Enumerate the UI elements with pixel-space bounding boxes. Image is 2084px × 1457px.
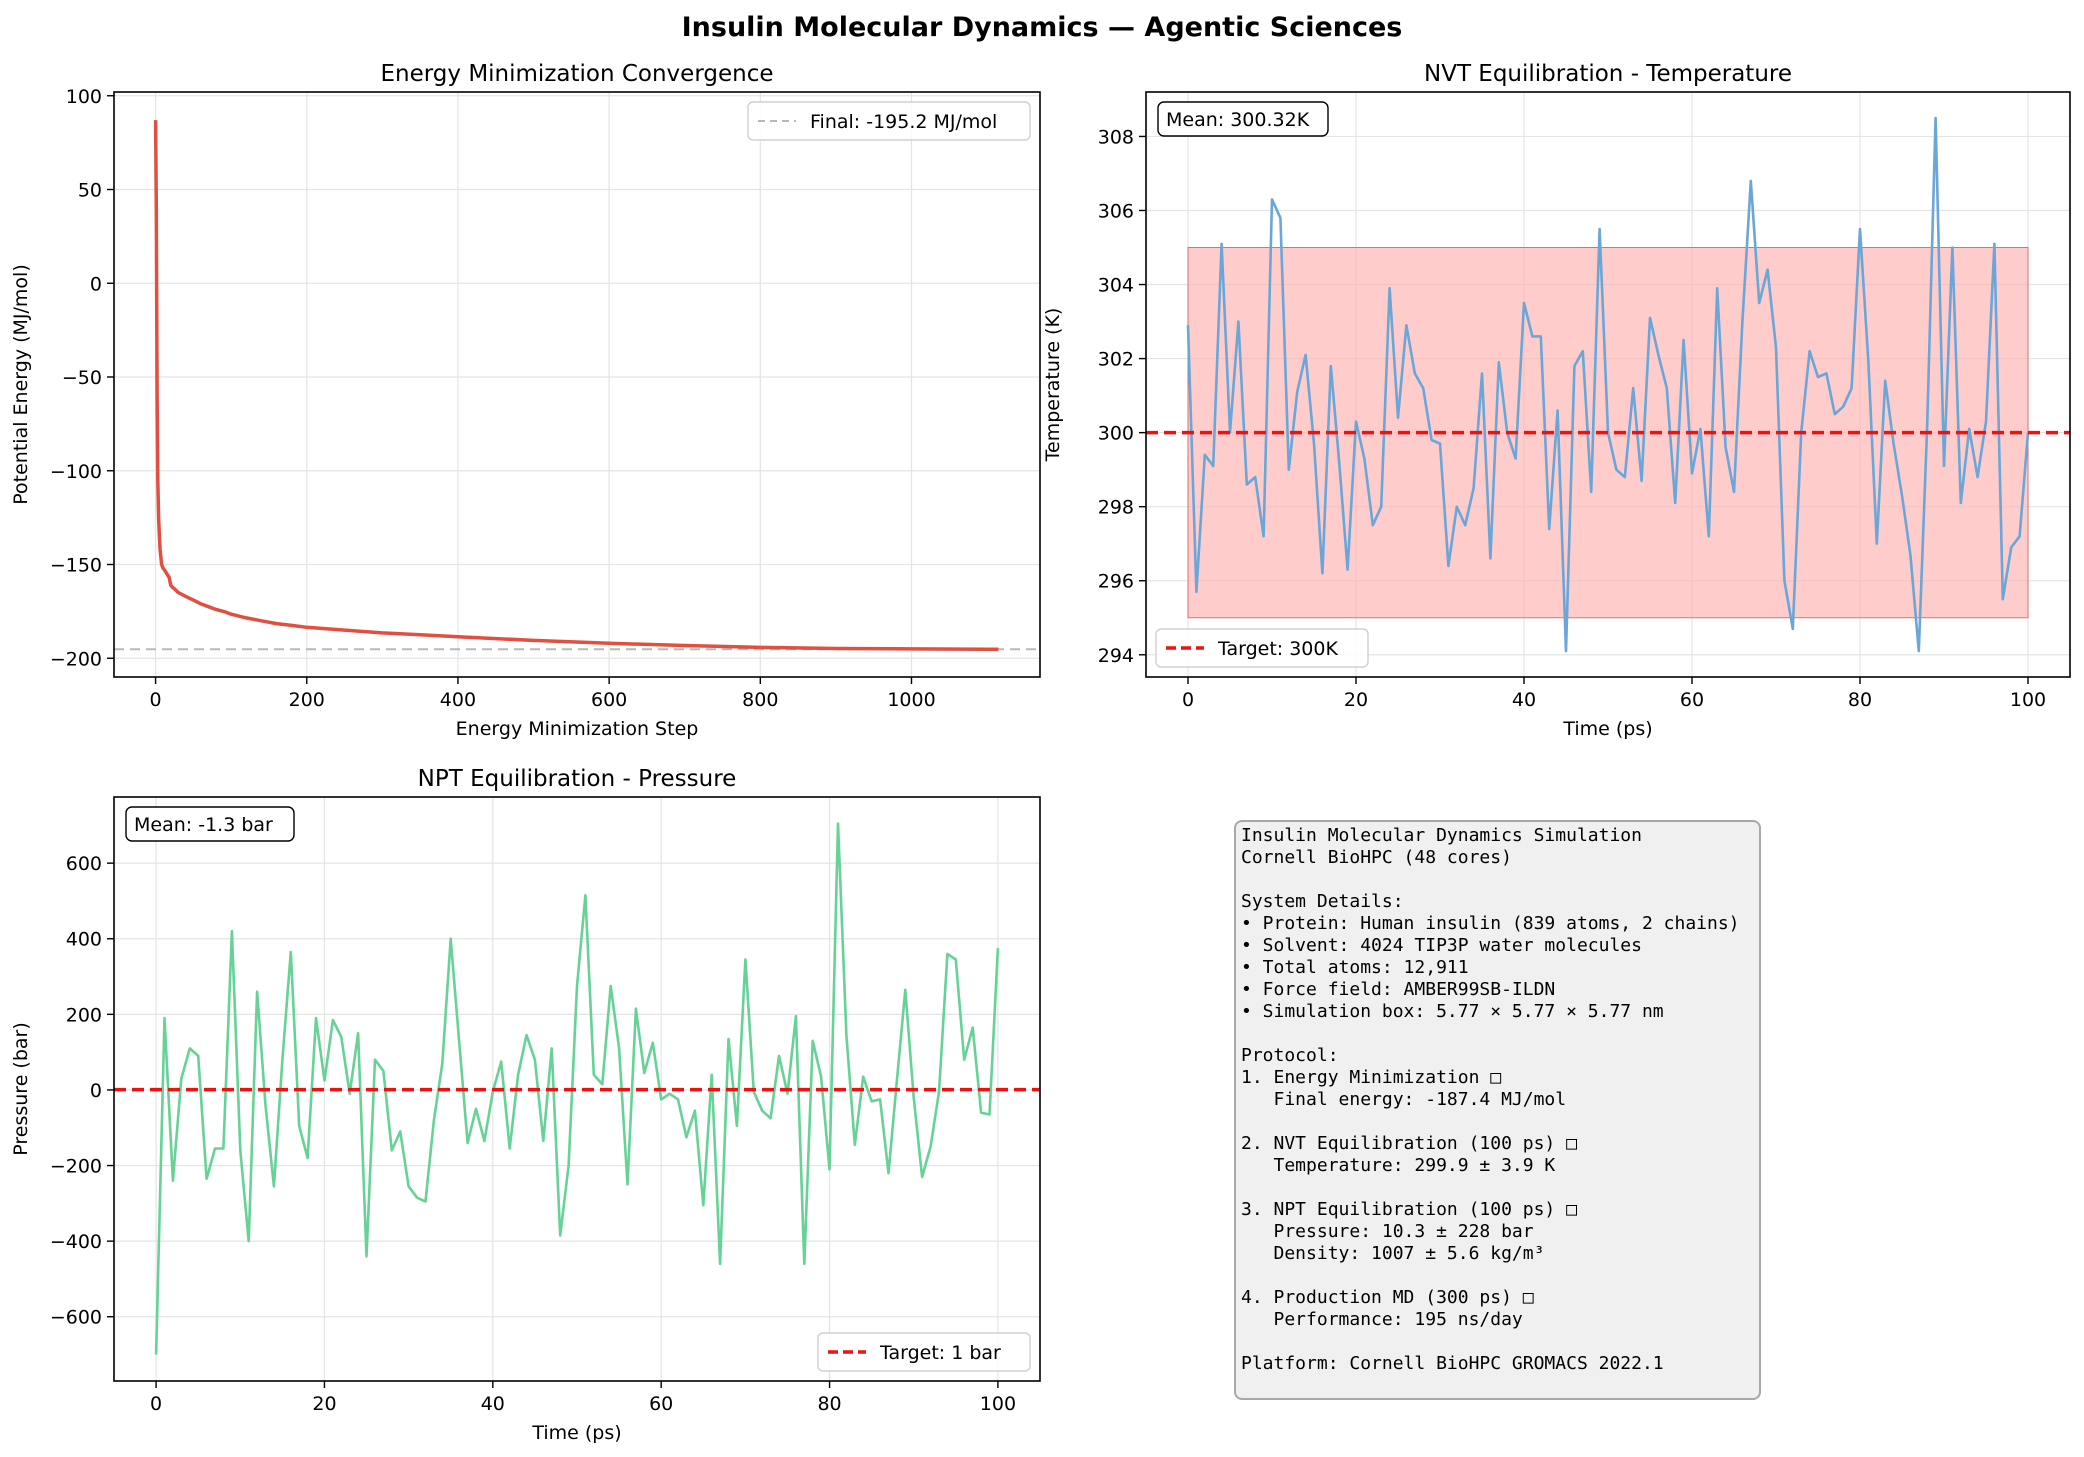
x-tick-label: 400 [440,689,476,711]
summary-line: 1. Energy Minimization □ [1241,1067,1502,1088]
summary-line: 4. Production MD (300 ps) □ [1241,1287,1534,1308]
y-tick-label: −50 [62,367,102,389]
y-tick-label: 0 [90,273,102,295]
x-tick-label: 800 [742,689,778,711]
plot-frame [1145,91,2071,678]
chart-title: Energy Minimization Convergence [380,61,773,87]
y-tick-label: 0 [90,1080,102,1102]
x-axis-label: Time (ps) [531,1422,621,1444]
x-tick-label: 80 [1848,689,1872,711]
y-tick-label: −100 [50,461,102,483]
legend-label: Target: 300K [1217,638,1338,660]
x-tick-label: 0 [150,689,162,711]
x-tick-label: 20 [312,1393,336,1415]
x-tick-label: 1000 [887,689,935,711]
legend-box [747,101,1031,141]
y-tick-label: 304 [1098,275,1134,297]
y-tick-label: 306 [1098,200,1134,222]
summary-line: Pressure: 10.3 ± 228 bar [1241,1221,1534,1242]
y-tick-label: −200 [50,648,102,670]
summary-line [1241,1023,1759,1045]
x-axis-label: Time (ps) [1562,718,1652,740]
summary-line: • Protein: Human insulin (839 atoms, 2 c… [1241,913,1740,934]
y-tick-label: 298 [1098,497,1134,519]
y-tick-label: 296 [1098,571,1134,593]
summary-line: Performance: 195 ns/day [1241,1309,1523,1330]
annotation-text: Mean: -1.3 bar [134,814,273,836]
legend-label: Final: -195.2 MJ/mol [810,111,997,133]
x-tick-label: 600 [591,689,627,711]
summary-line [1241,1265,1759,1287]
x-tick-label: 20 [1344,689,1368,711]
y-axis-label: Potential Energy (MJ/mol) [10,264,32,504]
summary-line [1241,1111,1759,1133]
x-tick-label: 60 [649,1393,673,1415]
y-tick-label: 294 [1098,645,1134,667]
data-line [153,120,999,652]
legend-box [1155,628,1369,668]
chart-title: NVT Equilibration - Temperature [1424,61,1792,87]
y-tick-label: −400 [50,1231,102,1253]
x-tick-label: 40 [481,1393,505,1415]
summary-line: • Force field: AMBER99SB-ILDN [1241,979,1556,1000]
x-axis-label: Energy Minimization Step [456,718,699,740]
y-tick-label: −150 [50,555,102,577]
y-axis-label: Pressure (bar) [10,1022,32,1156]
summary-line: 2. NVT Equilibration (100 ps) □ [1241,1133,1577,1154]
summary-line: Final energy: -187.4 MJ/mol [1241,1089,1567,1110]
y-tick-label: 300 [1098,423,1134,445]
summary-line: Temperature: 299.9 ± 3.9 K [1241,1155,1556,1176]
summary-line: • Solvent: 4024 TIP3P water molecules [1241,935,1642,956]
simulation-summary-box: Insulin Molecular Dynamics Simulation Cor… [1234,820,1761,1400]
energy-chart: 0 200 400 600 800 1000 −200 −150 −100 −50 0 50 100 En… [10,61,1041,740]
legend-box [817,1332,1031,1372]
figure-title: Insulin Molecular Dynamics — Agentic Sci… [682,12,1403,43]
summary-line: Insulin Molecular Dynamics Simulation [1241,825,1642,846]
y-tick-label: 50 [78,180,102,202]
y-tick-label: 308 [1098,126,1134,148]
annotation-text: Mean: 300.32K [1166,109,1310,131]
x-tick-label: 100 [980,1393,1016,1415]
plot-frame [113,91,1041,678]
plot-frame [113,796,1041,1382]
pressure-chart: 0 20 40 60 80 100 −600 −400 −200 0 200 400 600 NPT Eq… [10,766,1041,1444]
x-tick-label: 0 [150,1393,162,1415]
x-tick-label: 40 [1512,689,1536,711]
y-axis-label: Temperature (K) [1042,308,1064,463]
summary-line [1241,869,1759,891]
temperature-chart: 0 20 40 60 80 100 294 296 298 300 302 304 306 308 NVT … [1042,61,2071,740]
y-tick-label: 600 [66,853,102,875]
y-tick-label: −200 [50,1156,102,1178]
x-tick-label: 0 [1182,689,1194,711]
y-tick-label: 200 [66,1004,102,1026]
y-tick-label: −600 [50,1307,102,1329]
summary-line: Density: 1007 ± 5.6 kg/m³ [1241,1243,1545,1264]
data-line [154,822,1000,1355]
summary-line [1241,1331,1759,1353]
summary-line [1241,1177,1759,1199]
y-tick-label: 100 [66,86,102,108]
summary-line: • Simulation box: 5.77 × 5.77 × 5.77 nm [1241,1001,1664,1022]
y-tick-label: 302 [1098,349,1134,371]
summary-line: • Total atoms: 12,911 [1241,957,1469,978]
summary-line: 3. NPT Equilibration (100 ps) □ [1241,1199,1577,1220]
x-tick-label: 200 [289,689,325,711]
annotation-box [125,806,295,842]
summary-line: Protocol: [1241,1045,1339,1066]
x-tick-label: 60 [1680,689,1704,711]
summary-line: Platform: Cornell BioHPC GROMACS 2022.1 [1241,1353,1664,1374]
chart-title: NPT Equilibration - Pressure [418,766,737,792]
summary-line: Cornell BioHPC (48 cores) [1241,847,1512,868]
x-tick-label: 100 [2010,689,2046,711]
annotation-box [1157,101,1329,137]
legend-label: Target: 1 bar [879,1342,1001,1364]
x-tick-label: 80 [817,1393,841,1415]
summary-line: System Details: [1241,891,1404,912]
y-tick-label: 400 [66,929,102,951]
